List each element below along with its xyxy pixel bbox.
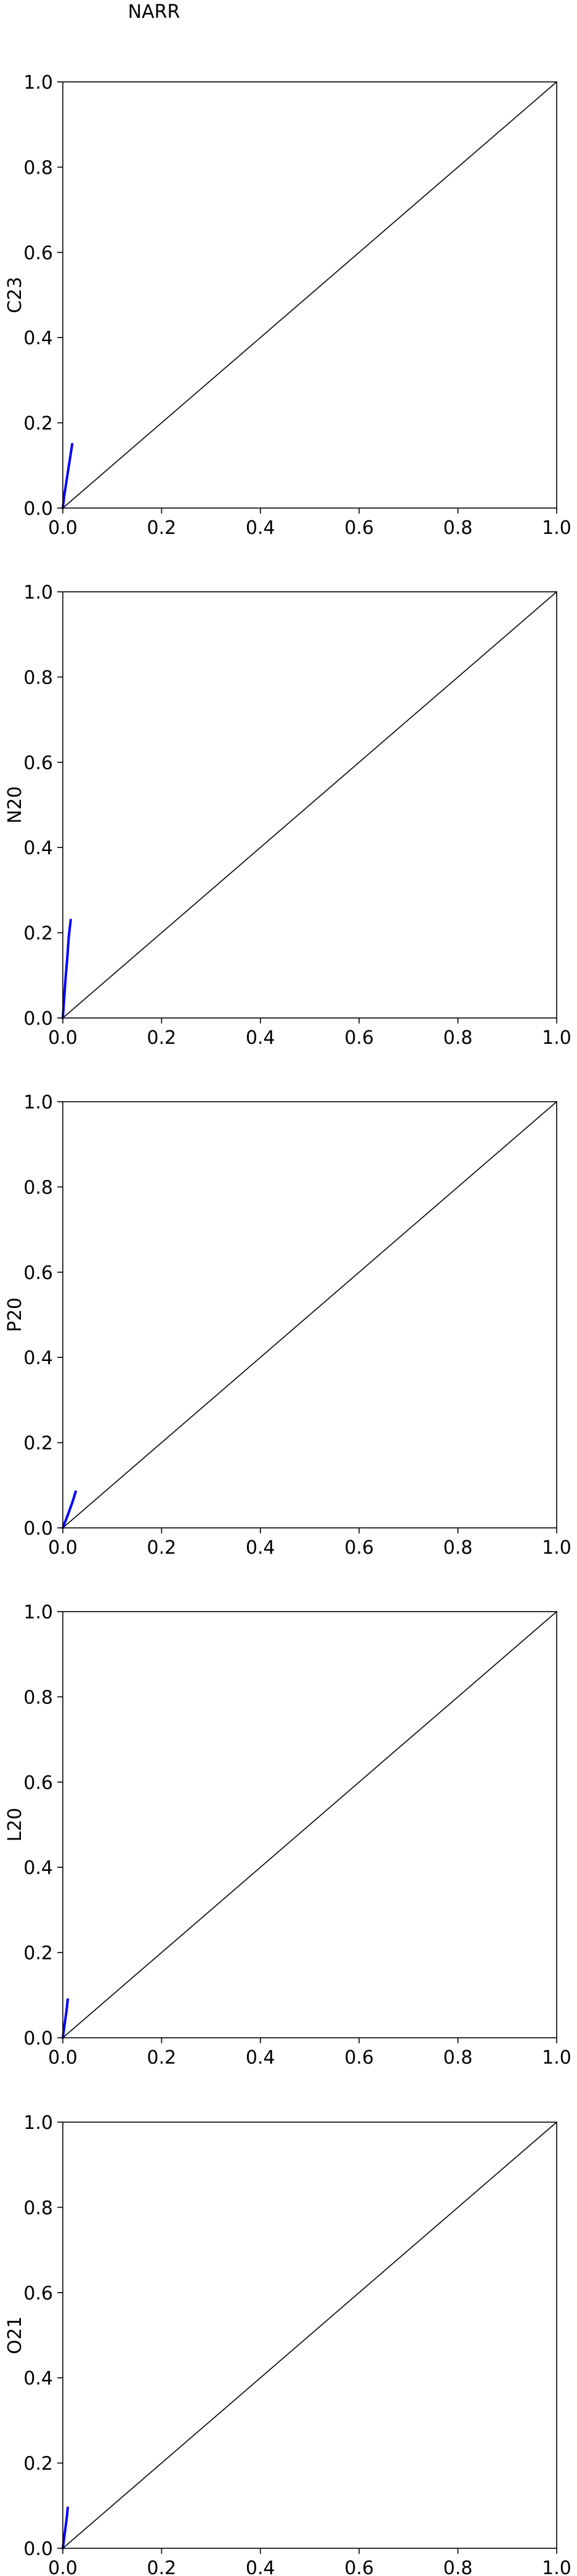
x-tick-label: 0.2 bbox=[147, 2047, 177, 2069]
x-tick-label: 0.0 bbox=[48, 1537, 78, 1559]
y-tick-label: 0.8 bbox=[23, 1177, 53, 1198]
y-tick-label: 0.4 bbox=[23, 2368, 53, 2389]
x-tick-label: 0.6 bbox=[344, 2047, 374, 2069]
y-tick-label: 0.4 bbox=[23, 1347, 53, 1369]
y-tick-label: 0.8 bbox=[23, 667, 53, 688]
x-tick-label: 0.0 bbox=[48, 517, 78, 539]
x-tick-label: 0.4 bbox=[246, 2047, 275, 2069]
x-tick-label: 0.8 bbox=[443, 517, 473, 539]
y-axis-label: P20 bbox=[4, 1298, 26, 1332]
x-tick-label: 0.4 bbox=[246, 1027, 275, 1049]
y-tick-label: 0.2 bbox=[23, 923, 53, 945]
series-line-1 bbox=[62, 591, 557, 1019]
axes-frame bbox=[62, 1101, 557, 1528]
subplot-4: 0.0 0.2 0.4 0.6 0.8 1.0 0.0 0.2 0.4 0.6 0.8 1.0 L20 bbox=[4, 1602, 571, 2069]
y-axis-label: O21 bbox=[4, 2316, 26, 2354]
subplot-1: 0.0 0.2 0.4 0.6 0.8 1.0 0.0 0.2 0.4 0.6 0.8 1.0 C23 bbox=[4, 72, 571, 539]
y-tick-label: 0.0 bbox=[23, 1008, 53, 1030]
y-tick-label: 0.0 bbox=[23, 2028, 53, 2049]
x-tick-label: 0.4 bbox=[246, 2558, 275, 2576]
y-tick-label: 0.6 bbox=[23, 1772, 53, 1794]
y-tick-label: 0.8 bbox=[23, 157, 53, 179]
x-tick-label: 1.0 bbox=[542, 1537, 571, 1559]
y-tick-label: 1.0 bbox=[23, 582, 53, 604]
x-tick-label: 1.0 bbox=[542, 1027, 571, 1049]
y-tick-label: 0.0 bbox=[23, 498, 53, 520]
y-axis-label: L20 bbox=[4, 1808, 26, 1842]
y-tick-label: 0.0 bbox=[23, 1518, 53, 1540]
series-line-1 bbox=[62, 1101, 557, 1528]
x-tick-label: 0.0 bbox=[48, 2558, 78, 2576]
y-tick-label: 0.4 bbox=[23, 328, 53, 349]
x-tick-label: 0.4 bbox=[246, 1537, 275, 1559]
axes-frame bbox=[62, 2122, 557, 2549]
y-tick-label: 1.0 bbox=[23, 72, 53, 94]
x-tick-label: 0.2 bbox=[147, 2558, 177, 2576]
x-tick-label: 0.0 bbox=[48, 2047, 78, 2069]
y-axis-label: C23 bbox=[4, 277, 26, 313]
subplot-3: 0.0 0.2 0.4 0.6 0.8 1.0 0.0 0.2 0.4 0.6 0.8 1.0 P20 bbox=[4, 1092, 571, 1559]
x-tick-label: 0.2 bbox=[147, 1027, 177, 1049]
subplot-5: 0.0 0.2 0.4 0.6 0.8 1.0 0.0 0.2 0.4 0.6 0.8 1.0 O21 bbox=[4, 2112, 571, 2576]
series-line-2 bbox=[62, 2506, 70, 2550]
axes-frame bbox=[62, 1611, 557, 2038]
y-tick-label: 0.6 bbox=[23, 1262, 53, 1284]
y-tick-label: 1.0 bbox=[23, 1602, 53, 1623]
x-tick-label: 0.8 bbox=[443, 1537, 473, 1559]
x-tick-label: 0.0 bbox=[48, 1027, 78, 1049]
series-line-2 bbox=[62, 1998, 70, 2039]
x-tick-label: 0.6 bbox=[344, 2558, 374, 2576]
series-line-1 bbox=[62, 2122, 557, 2549]
y-tick-label: 0.6 bbox=[23, 753, 53, 774]
y-tick-label: 0.6 bbox=[23, 243, 53, 264]
y-tick-label: 0.6 bbox=[23, 2283, 53, 2304]
x-tick-label: 0.6 bbox=[344, 1027, 374, 1049]
series-line-2 bbox=[62, 443, 74, 509]
x-tick-label: 1.0 bbox=[542, 2047, 571, 2069]
y-axis-label: N20 bbox=[4, 786, 26, 824]
x-tick-label: 1.0 bbox=[542, 2558, 571, 2576]
series-line-2 bbox=[62, 1490, 77, 1529]
x-tick-label: 1.0 bbox=[542, 517, 571, 539]
y-tick-label: 0.8 bbox=[23, 1687, 53, 1708]
y-tick-label: 0.0 bbox=[23, 2538, 53, 2560]
subplot-2: 0.0 0.2 0.4 0.6 0.8 1.0 0.0 0.2 0.4 0.6 0.8 1.0 N20 bbox=[4, 582, 571, 1049]
x-tick-label: 0.8 bbox=[443, 2047, 473, 2069]
y-tick-label: 0.2 bbox=[23, 413, 53, 435]
y-tick-label: 1.0 bbox=[23, 1092, 53, 1113]
axes-frame bbox=[62, 81, 557, 509]
x-tick-label: 0.4 bbox=[246, 517, 275, 539]
x-tick-label: 0.2 bbox=[147, 1537, 177, 1559]
y-tick-label: 0.2 bbox=[23, 2453, 53, 2475]
axes-frame bbox=[62, 591, 557, 1019]
y-tick-label: 0.4 bbox=[23, 838, 53, 859]
x-tick-label: 0.6 bbox=[344, 1537, 374, 1559]
series-line-1 bbox=[62, 1611, 557, 2038]
y-tick-label: 0.2 bbox=[23, 1433, 53, 1455]
y-tick-label: 0.8 bbox=[23, 2197, 53, 2219]
series-line-1 bbox=[62, 81, 557, 509]
series-line-2 bbox=[62, 918, 72, 1019]
y-tick-label: 0.4 bbox=[23, 1857, 53, 1879]
x-tick-label: 0.6 bbox=[344, 517, 374, 539]
x-tick-label: 0.8 bbox=[443, 1027, 473, 1049]
x-tick-label: 0.8 bbox=[443, 2558, 473, 2576]
y-tick-label: 0.2 bbox=[23, 1943, 53, 1964]
x-tick-label: 0.2 bbox=[147, 517, 177, 539]
figure-title: NARR bbox=[127, 1, 180, 23]
y-tick-label: 1.0 bbox=[23, 2112, 53, 2134]
